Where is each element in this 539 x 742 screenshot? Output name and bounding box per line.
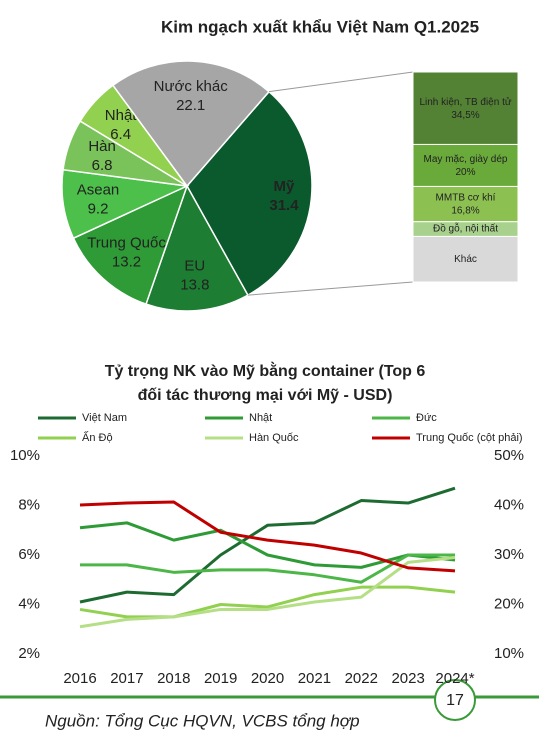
- y-tick-label: 10%: [10, 447, 40, 464]
- pie-slice: [72, 184, 189, 306]
- slice-value: 31.4: [269, 197, 299, 214]
- page-badge: [434, 679, 476, 721]
- legend-label: Trung Quốc (cột phải): [416, 432, 523, 444]
- series-line: [79, 521, 456, 569]
- y2-tick-label: 10%: [494, 645, 524, 662]
- breakdown-label: Đồ gỗ, nội thất: [433, 222, 498, 235]
- legend-label: Ấn Độ: [82, 431, 113, 444]
- slice-label: Nhật: [105, 107, 138, 124]
- slice-value: 6.8: [92, 157, 113, 174]
- breakdown-value: 20%: [455, 167, 475, 178]
- slice-value: 22.1: [176, 97, 205, 114]
- breakdown-segment: [412, 71, 519, 145]
- breakdown-label: May mặc, giày dép: [424, 154, 508, 165]
- x-tick-label: 2024*: [435, 670, 474, 687]
- x-tick-label: 2019: [204, 670, 237, 687]
- series-line: [79, 500, 456, 573]
- slice-label: Hàn: [88, 138, 116, 155]
- y-tick-label: 6%: [18, 546, 40, 563]
- connector: [268, 71, 414, 93]
- x-tick-label: 2021: [298, 670, 331, 687]
- x-tick-label: 2022: [345, 670, 378, 687]
- pie-slice: [111, 60, 271, 188]
- legend-label: Nhật: [249, 412, 272, 424]
- y-tick-label: 4%: [18, 595, 40, 612]
- line-title: đối tác thương mại với Mỹ - USD): [138, 387, 393, 404]
- pie-title: Kim ngạch xuất khẩu Việt Nam Q1.2025: [161, 17, 479, 36]
- slice-label: Nước khác: [154, 78, 229, 95]
- slice-value: 13.2: [112, 254, 141, 271]
- breakdown-label: MMTB cơ khí: [436, 193, 496, 204]
- page-number: 17: [446, 692, 464, 709]
- line-title: Tỷ trọng NK vào Mỹ bằng container (Top 6: [105, 361, 426, 380]
- legend-label: Đức: [416, 412, 437, 424]
- slice-value: 6.4: [110, 126, 131, 143]
- slice-value: 13.8: [180, 277, 209, 294]
- series-line: [79, 486, 456, 604]
- legend-label: Hàn Quốc: [249, 432, 299, 444]
- y2-tick-label: 20%: [494, 595, 524, 612]
- x-tick-label: 2023: [391, 670, 424, 687]
- x-tick-label: 2017: [110, 670, 143, 687]
- y2-tick-label: 40%: [494, 496, 524, 513]
- x-tick-label: 2016: [63, 670, 96, 687]
- x-tick-label: 2018: [157, 670, 190, 687]
- series-line: [79, 555, 456, 629]
- y-tick-label: 2%: [18, 645, 40, 662]
- series-line: [79, 585, 456, 619]
- y-tick-label: 8%: [18, 496, 40, 513]
- slice-label: Mỹ: [274, 178, 295, 195]
- pie-slice: [186, 90, 313, 297]
- breakdown-segment: [412, 235, 519, 283]
- y2-tick-label: 50%: [494, 447, 524, 464]
- slice-label: EU: [184, 258, 205, 275]
- slice-label: Trung Quốc: [87, 235, 166, 252]
- pie-slice: [145, 184, 249, 312]
- connector: [247, 281, 414, 296]
- slice-value: 9.2: [88, 200, 109, 217]
- breakdown-label: Khác: [454, 254, 477, 265]
- source-note: Nguồn: Tổng Cục HQVN, VCBS tổng hợp: [45, 711, 360, 730]
- legend-label: Việt Nam: [82, 412, 127, 424]
- y2-tick-label: 30%: [494, 546, 524, 563]
- x-tick-label: 2020: [251, 670, 284, 687]
- breakdown-value: 16,8%: [451, 206, 479, 217]
- breakdown-value: 34,5%: [451, 110, 479, 121]
- breakdown-segment: [412, 143, 519, 187]
- breakdown-label: Linh kiện, TB điện tử: [419, 96, 511, 108]
- slice-label: Asean: [77, 181, 120, 198]
